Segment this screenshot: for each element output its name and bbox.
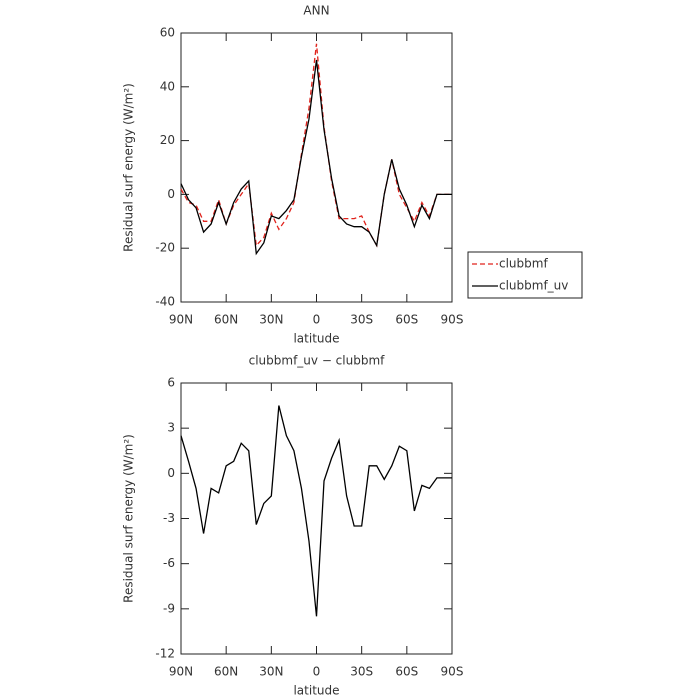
line-series: [180, 59, 452, 256]
x-tick-label: 30N: [259, 665, 283, 679]
y-tick-label: 6: [167, 376, 175, 390]
y-tick-label: -20: [155, 241, 175, 255]
y-tick-label: 20: [160, 133, 175, 147]
x-tick-label: 60S: [395, 313, 418, 327]
x-tick-label: 60N: [214, 313, 238, 327]
x-axis-label: latitude: [293, 332, 339, 346]
x-tick-label: 90N: [169, 313, 193, 327]
x-tick-label: 60S: [395, 665, 418, 679]
x-axis-label: latitude: [293, 684, 339, 698]
y-tick-label: 3: [167, 421, 175, 435]
y-tick-label: 0: [167, 466, 175, 480]
y-axis-label: Residual surf energy (W/m²): [122, 434, 136, 603]
y-axis-label: Residual surf energy (W/m²): [122, 83, 136, 252]
x-tick-label: 90S: [441, 313, 464, 327]
y-tick-label: -9: [163, 601, 175, 615]
chart-title: clubbmf_uv − clubbmf: [249, 354, 386, 368]
x-tick-label: 90N: [169, 665, 193, 679]
x-tick-label: 30N: [259, 313, 283, 327]
y-tick-label: 40: [160, 79, 175, 93]
x-tick-label: 60N: [214, 665, 238, 679]
y-tick-label: 60: [160, 26, 175, 40]
x-tick-label: 30S: [350, 313, 373, 327]
y-tick-label: -40: [155, 295, 175, 309]
legend-label: clubbmf_uv: [499, 279, 568, 293]
y-tick-label: 0: [167, 187, 175, 201]
y-tick-label: -12: [155, 647, 175, 661]
chart-title: ANN: [303, 4, 329, 18]
y-tick-label: -6: [163, 556, 175, 570]
line-series: [180, 43, 452, 248]
plot-frame: [180, 32, 453, 303]
legend-label: clubbmf: [499, 257, 548, 271]
legend-box: [467, 251, 583, 299]
x-tick-label: 0: [313, 313, 321, 327]
x-tick-label: 30S: [350, 665, 373, 679]
y-tick-label: -3: [163, 511, 175, 525]
x-tick-label: 0: [313, 665, 321, 679]
line-series: [180, 405, 452, 617]
x-tick-label: 90S: [441, 665, 464, 679]
